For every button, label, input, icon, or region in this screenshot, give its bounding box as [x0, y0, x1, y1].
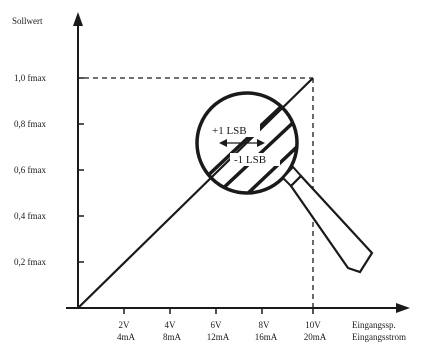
x-tick-voltage: 6V [211, 320, 223, 330]
x-tick-current: 20mA [304, 332, 327, 342]
x-ticks [123, 308, 314, 314]
minus-lsb-bg [230, 153, 280, 166]
y-tick-label: 0,2 fmax [14, 257, 46, 267]
y-axis-label: Sollwert [12, 16, 43, 26]
magnifier-handle [281, 165, 374, 274]
magnifier-lens [195, 91, 299, 195]
x-tick-current: 4mA [117, 332, 136, 342]
lsb-arrow [219, 139, 265, 147]
x-axis-label-current: Eingangsstrom [352, 332, 406, 342]
x-axis-arrowhead [396, 303, 410, 313]
x-tick-current: 8mA [163, 332, 182, 342]
characteristic-line [77, 77, 314, 309]
y-tick-label: 0,4 fmax [14, 211, 46, 221]
y-tick-label: 0,6 fmax [14, 165, 46, 175]
minus-lsb-label: -1 LSB [234, 154, 266, 166]
x-tick-current: 12mA [207, 332, 230, 342]
x-tick-current: 16mA [255, 332, 278, 342]
x-tick-voltage: 2V [119, 320, 131, 330]
plus-lsb-bg [208, 124, 260, 137]
x-tick-voltage: 8V [259, 320, 271, 330]
x-tick-labels: 2V 4mA 4V 8mA 6V 12mA 8V 16mA 10V 20mA [117, 320, 327, 342]
y-tick-label: 0,8 fmax [14, 119, 46, 129]
x-axis-label-voltage: Eingangssp. [352, 320, 396, 330]
x-tick-voltage: 4V [165, 320, 177, 330]
plus-lsb-label: +1 LSB [212, 125, 247, 137]
x-tick-voltage: 10V [305, 320, 321, 330]
y-ticks [78, 77, 84, 263]
y-axis-arrowhead [73, 12, 83, 26]
y-tick-label: 1,0 fmax [14, 73, 46, 83]
